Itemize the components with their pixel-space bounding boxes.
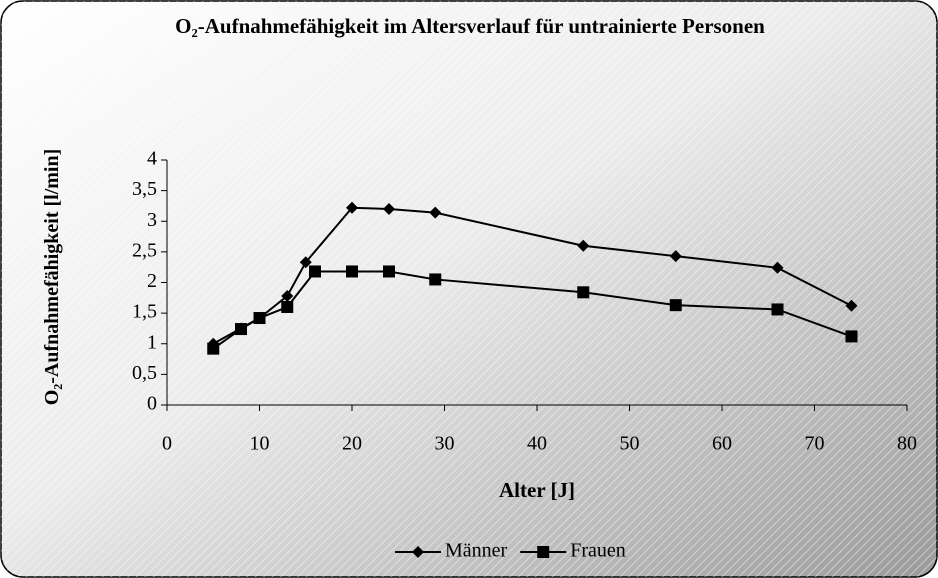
y-tick-label: 1,5 [132, 301, 157, 323]
data-point [299, 256, 312, 269]
y-tick-label: 0,5 [132, 362, 157, 384]
data-point [577, 286, 590, 299]
x-tick-label: 40 [527, 433, 547, 455]
x-tick-label: 60 [712, 433, 732, 455]
data-point [235, 323, 247, 336]
data-point [346, 201, 358, 214]
data-point [669, 250, 682, 263]
y-tick-label: 0 [147, 393, 157, 415]
x-tick-label: 80 [897, 433, 917, 455]
legend-label: Männer [445, 540, 508, 562]
y-tick-label: 3,5 [132, 178, 157, 200]
data-point [429, 273, 442, 286]
data-point [207, 342, 220, 355]
x-axis-label: Alter [J] [499, 478, 575, 502]
data-point [281, 301, 294, 313]
data-point [253, 312, 266, 325]
legend-label: Frauen [570, 540, 626, 562]
y-axis-label: O₂-Aufnahmefähigkeit [l/min] [41, 148, 63, 406]
data-point [669, 299, 682, 312]
y-tick-label: 2 [147, 270, 157, 292]
x-tick-label: 50 [620, 433, 640, 455]
data-point [309, 265, 321, 278]
legend-marker [537, 546, 550, 558]
legend-marker [412, 546, 424, 558]
data-point [577, 239, 590, 252]
data-point [771, 303, 784, 316]
data-point [429, 206, 442, 219]
x-tick-label: 0 [162, 433, 172, 455]
data-point [845, 330, 858, 343]
x-tick-label: 10 [250, 433, 270, 455]
y-tick-label: 2,5 [132, 239, 157, 261]
x-tick-label: 30 [435, 433, 455, 455]
y-tick-label: 4 [147, 148, 157, 170]
y-tick-label: 1 [147, 331, 157, 353]
x-tick-label: 70 [805, 433, 825, 455]
data-point [383, 265, 395, 278]
chart-title: O₂-Aufnahmefähigkeit im Altersverlauf fü… [175, 14, 765, 38]
data-point [771, 261, 784, 274]
x-tick-label: 20 [342, 433, 362, 455]
data-point [845, 299, 858, 312]
y-tick-label: 3 [147, 209, 157, 231]
data-point [383, 203, 395, 215]
data-point [346, 265, 358, 278]
data-point [281, 289, 294, 302]
